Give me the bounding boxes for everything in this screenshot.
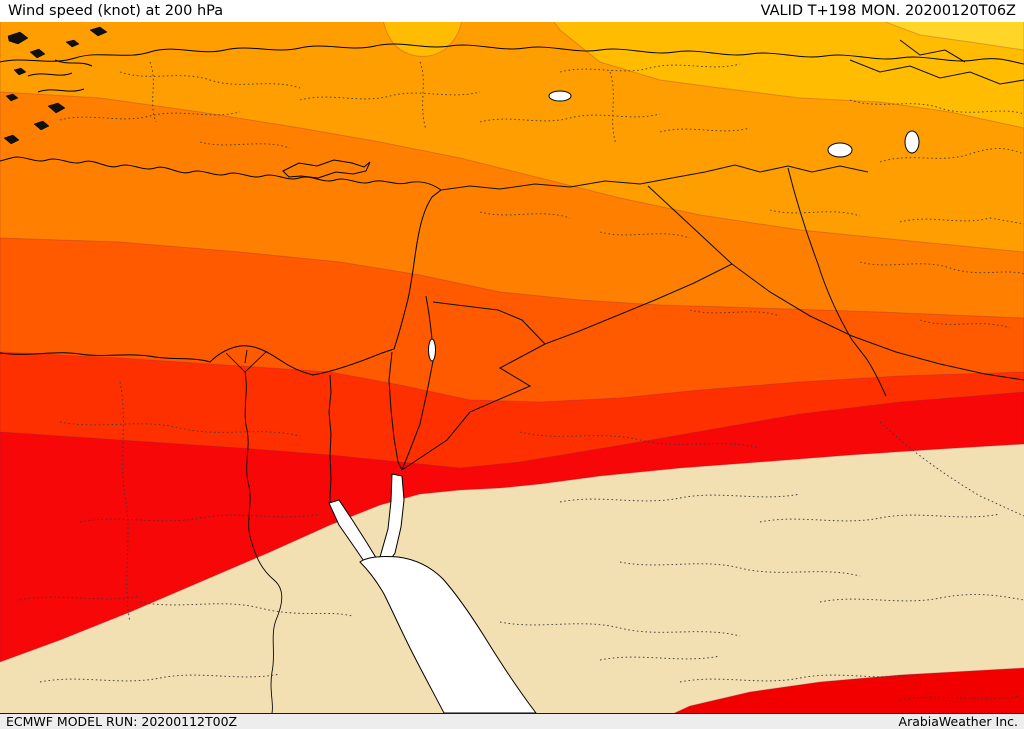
black-sea-coastline	[0, 43, 1024, 65]
lake-tuz	[548, 90, 572, 102]
dead-sea	[428, 338, 436, 362]
lake-van	[827, 142, 853, 158]
lake-urmia	[904, 130, 920, 154]
valid-time-label: VALID T+198 MON. 20200120T06Z	[760, 3, 1016, 19]
water-bodies	[328, 90, 920, 714]
map-title: Wind speed (knot) at 200 hPa	[8, 3, 224, 19]
brand-label: ArabiaWeather Inc.	[898, 714, 1018, 729]
cyprus-island	[282, 159, 371, 179]
model-run-label: ECMWF MODEL RUN: 20200112T00Z	[6, 714, 238, 729]
aegean-islands	[3, 26, 108, 145]
country-borders	[328, 39, 1024, 503]
footer-bar: ECMWF MODEL RUN: 20200112T00Z ArabiaWeat…	[0, 713, 1024, 729]
marmara-coast-detail	[27, 59, 93, 93]
coastlines	[0, 26, 1024, 376]
red-sea	[359, 556, 538, 714]
nile-river	[225, 349, 283, 714]
wind-band-gold	[381, 0, 1024, 129]
admin-boundaries-dotted	[19, 61, 1024, 701]
mediterranean-coastline	[0, 156, 442, 376]
header-bar: Wind speed (knot) at 200 hPa VALID T+198…	[0, 0, 1024, 22]
